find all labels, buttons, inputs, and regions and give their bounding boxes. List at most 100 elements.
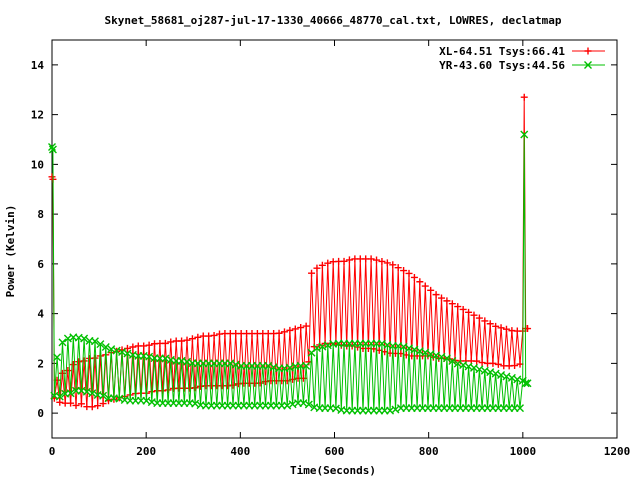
data-point bbox=[478, 359, 486, 367]
x-tick-label: 1000 bbox=[510, 445, 537, 458]
data-point bbox=[194, 333, 202, 341]
data-point bbox=[502, 325, 510, 333]
data-point bbox=[520, 130, 529, 139]
data-point bbox=[275, 329, 283, 337]
data-point bbox=[191, 384, 199, 392]
data-point bbox=[494, 360, 502, 368]
data-point bbox=[432, 291, 440, 299]
data-point bbox=[75, 358, 83, 366]
data-point bbox=[140, 342, 148, 350]
legend-marker bbox=[584, 61, 592, 69]
data-point bbox=[470, 311, 478, 319]
data-point bbox=[188, 335, 196, 343]
data-point bbox=[378, 257, 386, 265]
data-point bbox=[145, 341, 153, 349]
data-point bbox=[99, 391, 108, 400]
data-point bbox=[48, 142, 56, 151]
data-point bbox=[302, 322, 310, 330]
data-point bbox=[523, 379, 532, 388]
data-point bbox=[318, 261, 326, 269]
data-point bbox=[67, 399, 75, 407]
data-point bbox=[442, 354, 451, 363]
data-point bbox=[167, 338, 175, 346]
data-point bbox=[421, 282, 429, 290]
data-point bbox=[302, 361, 311, 370]
data-point bbox=[492, 322, 500, 330]
data-point bbox=[465, 308, 473, 316]
x-tick-label: 600 bbox=[325, 445, 345, 458]
data-point bbox=[389, 261, 397, 269]
data-point bbox=[324, 259, 332, 267]
series-line bbox=[51, 134, 528, 411]
data-point bbox=[94, 402, 102, 410]
data-point bbox=[416, 278, 424, 286]
x-axis-label: Time(Seconds) bbox=[290, 464, 376, 477]
data-point bbox=[164, 386, 172, 394]
y-tick-label: 6 bbox=[37, 258, 44, 271]
data-point bbox=[280, 328, 288, 336]
data-point bbox=[297, 324, 305, 332]
data-point bbox=[90, 337, 99, 346]
data-point bbox=[229, 381, 237, 389]
y-tick-label: 2 bbox=[37, 357, 44, 370]
data-point bbox=[96, 340, 105, 349]
data-point bbox=[80, 357, 88, 365]
data-point bbox=[497, 324, 505, 332]
data-point bbox=[486, 320, 494, 328]
data-point bbox=[308, 269, 316, 277]
plot-area: 0 200 400 600 800 1000 1200 0 2 4 6 8 10 12 14 bbox=[31, 39, 630, 458]
data-point bbox=[394, 264, 402, 272]
data-point bbox=[345, 256, 353, 264]
data-point bbox=[101, 343, 110, 352]
y-tick-label: 12 bbox=[31, 109, 44, 122]
legend-marker bbox=[584, 47, 592, 55]
x-tick-label: 200 bbox=[136, 445, 156, 458]
data-point bbox=[299, 374, 307, 382]
data-point bbox=[481, 317, 489, 325]
data-point bbox=[521, 379, 530, 388]
data-point bbox=[48, 145, 57, 154]
data-point bbox=[77, 400, 85, 408]
data-point bbox=[80, 334, 89, 343]
data-point bbox=[473, 357, 481, 365]
data-point bbox=[64, 367, 72, 375]
data-point bbox=[286, 326, 294, 334]
data-point bbox=[367, 255, 375, 263]
chart-title: Skynet_58681_oj287-jul-17-1330_40666_487… bbox=[105, 14, 562, 27]
data-point bbox=[69, 361, 77, 369]
data-point bbox=[88, 403, 96, 411]
data-point bbox=[489, 359, 497, 367]
data-point bbox=[310, 343, 318, 351]
data-point bbox=[256, 379, 264, 387]
data-point bbox=[99, 400, 107, 408]
series-yr bbox=[48, 130, 532, 415]
x-tick-label: 800 bbox=[419, 445, 439, 458]
data-point bbox=[383, 259, 391, 267]
data-point bbox=[183, 336, 191, 344]
data-point bbox=[161, 339, 169, 347]
data-point bbox=[400, 267, 408, 275]
data-point bbox=[511, 362, 519, 370]
data-point bbox=[58, 369, 66, 377]
y-axis-label: Power (Kelvin) bbox=[4, 205, 17, 298]
y-tick-label: 4 bbox=[37, 308, 44, 321]
legend-entry-label: YR-43.60 Tsys:44.56 bbox=[439, 59, 565, 72]
data-point bbox=[55, 392, 64, 401]
data-point bbox=[520, 93, 528, 101]
data-point bbox=[427, 286, 435, 294]
data-point bbox=[437, 294, 445, 302]
data-point bbox=[410, 273, 418, 281]
data-point bbox=[443, 297, 451, 305]
data-point bbox=[91, 354, 99, 362]
data-point bbox=[129, 343, 137, 351]
data-point bbox=[459, 305, 467, 313]
data-point bbox=[313, 264, 321, 272]
data-point bbox=[475, 314, 483, 322]
data-point bbox=[448, 300, 456, 308]
data-point bbox=[178, 337, 186, 345]
data-point bbox=[304, 400, 313, 409]
data-point bbox=[58, 338, 67, 347]
data-point bbox=[53, 353, 62, 362]
